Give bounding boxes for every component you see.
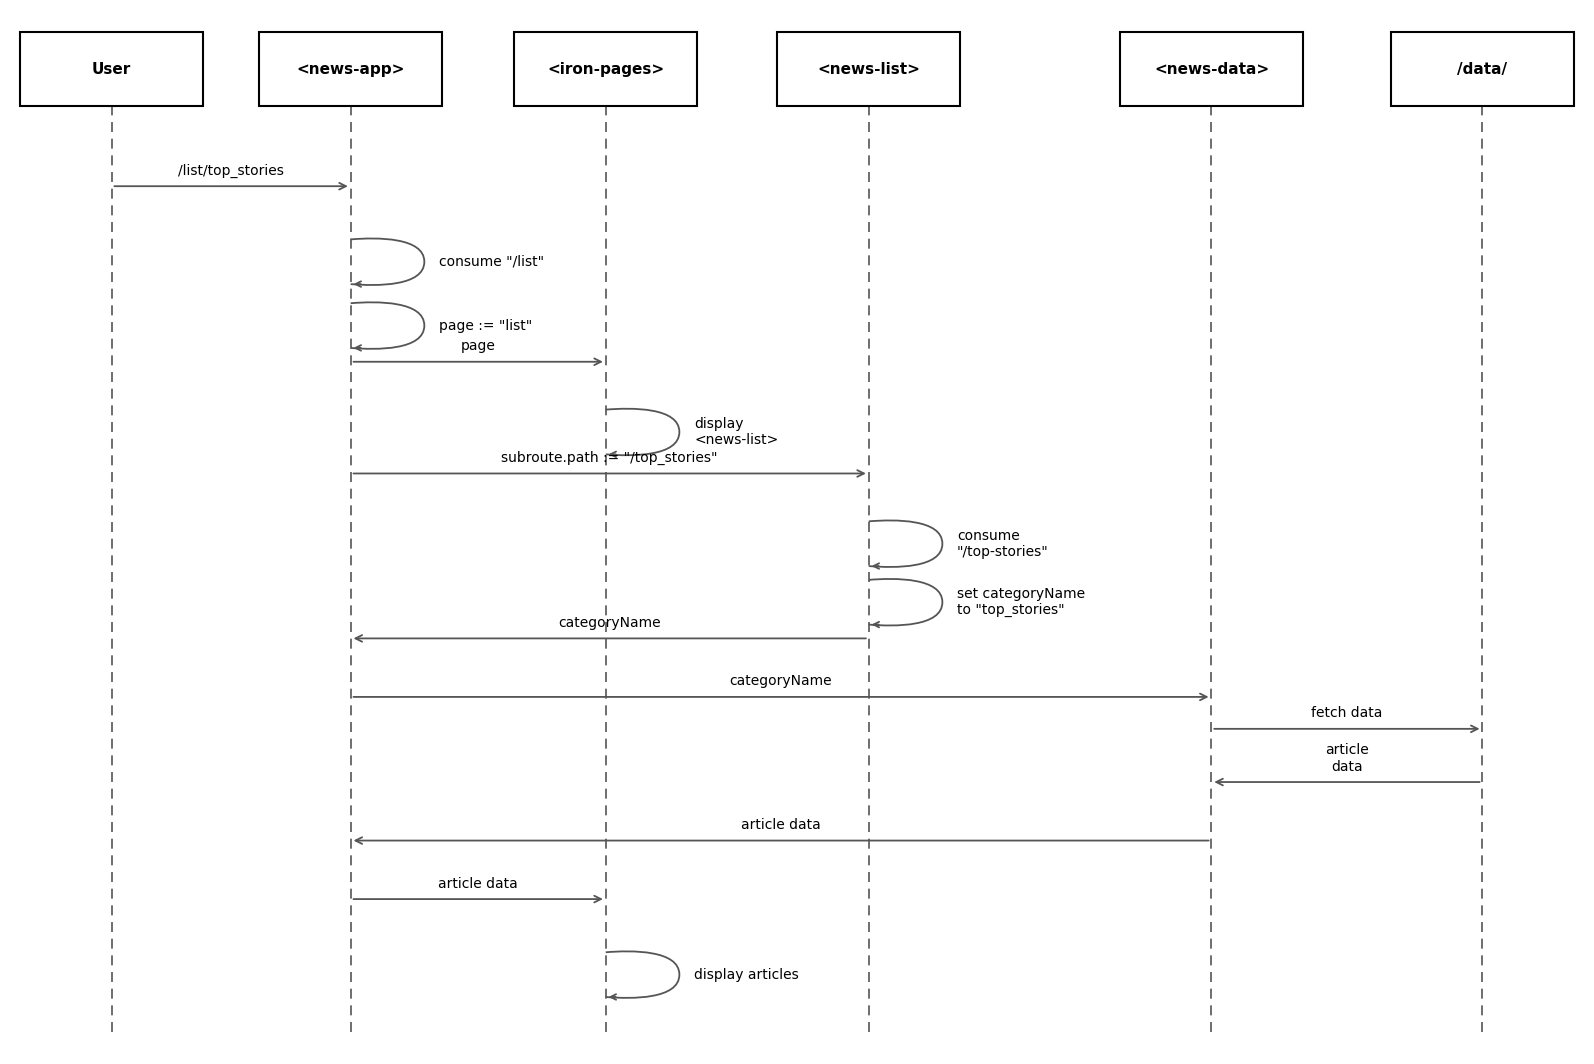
Bar <box>1119 32 1304 106</box>
Text: subroute.path := "/top_stories": subroute.path := "/top_stories" <box>502 451 717 465</box>
Text: <iron-pages>: <iron-pages> <box>547 62 665 77</box>
Text: page: page <box>461 339 496 353</box>
Text: /list/top_stories: /list/top_stories <box>179 164 284 178</box>
Text: consume "/list": consume "/list" <box>438 254 544 269</box>
Bar <box>513 32 697 106</box>
Text: categoryName: categoryName <box>558 616 662 630</box>
Text: page := "list": page := "list" <box>438 318 532 333</box>
Bar <box>778 32 960 106</box>
Bar <box>1390 32 1573 106</box>
Text: categoryName: categoryName <box>730 675 832 688</box>
Text: User: User <box>92 62 131 77</box>
Text: display
<news-list>: display <news-list> <box>693 417 778 447</box>
Text: article
data: article data <box>1325 744 1369 774</box>
Text: <news-list>: <news-list> <box>818 62 920 77</box>
Text: <news-data>: <news-data> <box>1154 62 1269 77</box>
Text: article data: article data <box>741 818 821 832</box>
Text: set categoryName
to "top_stories": set categoryName to "top_stories" <box>956 587 1086 617</box>
Text: article data: article data <box>438 877 518 891</box>
Text: <news-app>: <news-app> <box>296 62 405 77</box>
Bar <box>21 32 202 106</box>
Text: display articles: display articles <box>693 967 799 982</box>
Bar <box>258 32 443 106</box>
Text: fetch data: fetch data <box>1312 706 1382 720</box>
Text: consume
"/top-stories": consume "/top-stories" <box>956 529 1049 559</box>
Text: /data/: /data/ <box>1457 62 1508 77</box>
